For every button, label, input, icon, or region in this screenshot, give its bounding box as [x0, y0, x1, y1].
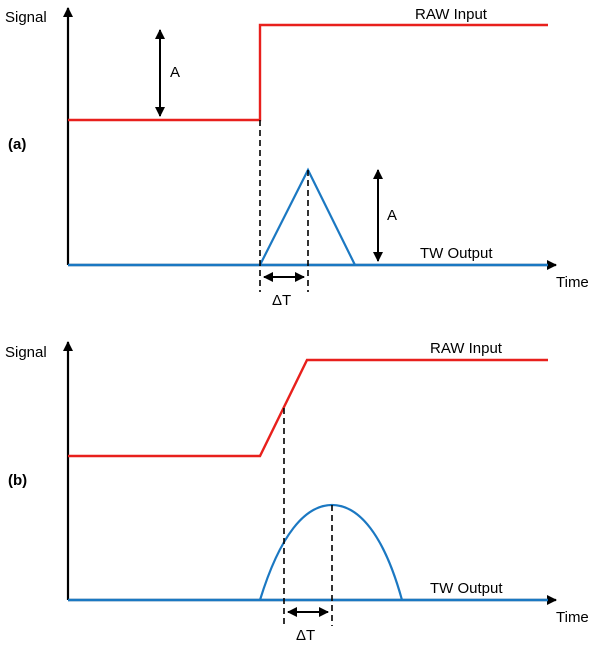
panel-a: Signal Time (a) A A ΔT RAW Input TW Outp… — [5, 6, 589, 309]
panel-b-x-axis-label: Time — [556, 609, 589, 626]
panel-a-raw-input-line — [68, 23, 548, 122]
panel-b: Signal Time (b) ΔT RAW Input TW Output — [5, 340, 589, 644]
panel-a-y-axis-label: Signal — [5, 9, 47, 26]
panel-b-tw-output-pulse — [258, 503, 404, 601]
panel-a-tw-output-label: TW Output — [420, 245, 493, 262]
panel-a-x-axis-label: Time — [556, 274, 589, 291]
panel-b-tw-output-label: TW Output — [430, 580, 503, 597]
panel-b-label: (b) — [8, 472, 27, 489]
panel-b-raw-input-label: RAW Input — [430, 340, 503, 357]
panel-b-raw-input-line — [68, 358, 548, 458]
panel-a-raw-input-label: RAW Input — [415, 6, 488, 23]
panel-a-tw-amplitude-label: A — [387, 207, 397, 224]
panel-b-delta-t-label: ΔT — [296, 627, 315, 644]
panel-b-y-axis-label: Signal — [5, 344, 47, 361]
panel-a-delta-t-label: ΔT — [272, 292, 291, 309]
panel-a-raw-amplitude-label: A — [170, 64, 180, 81]
panel-a-label: (a) — [8, 136, 26, 153]
